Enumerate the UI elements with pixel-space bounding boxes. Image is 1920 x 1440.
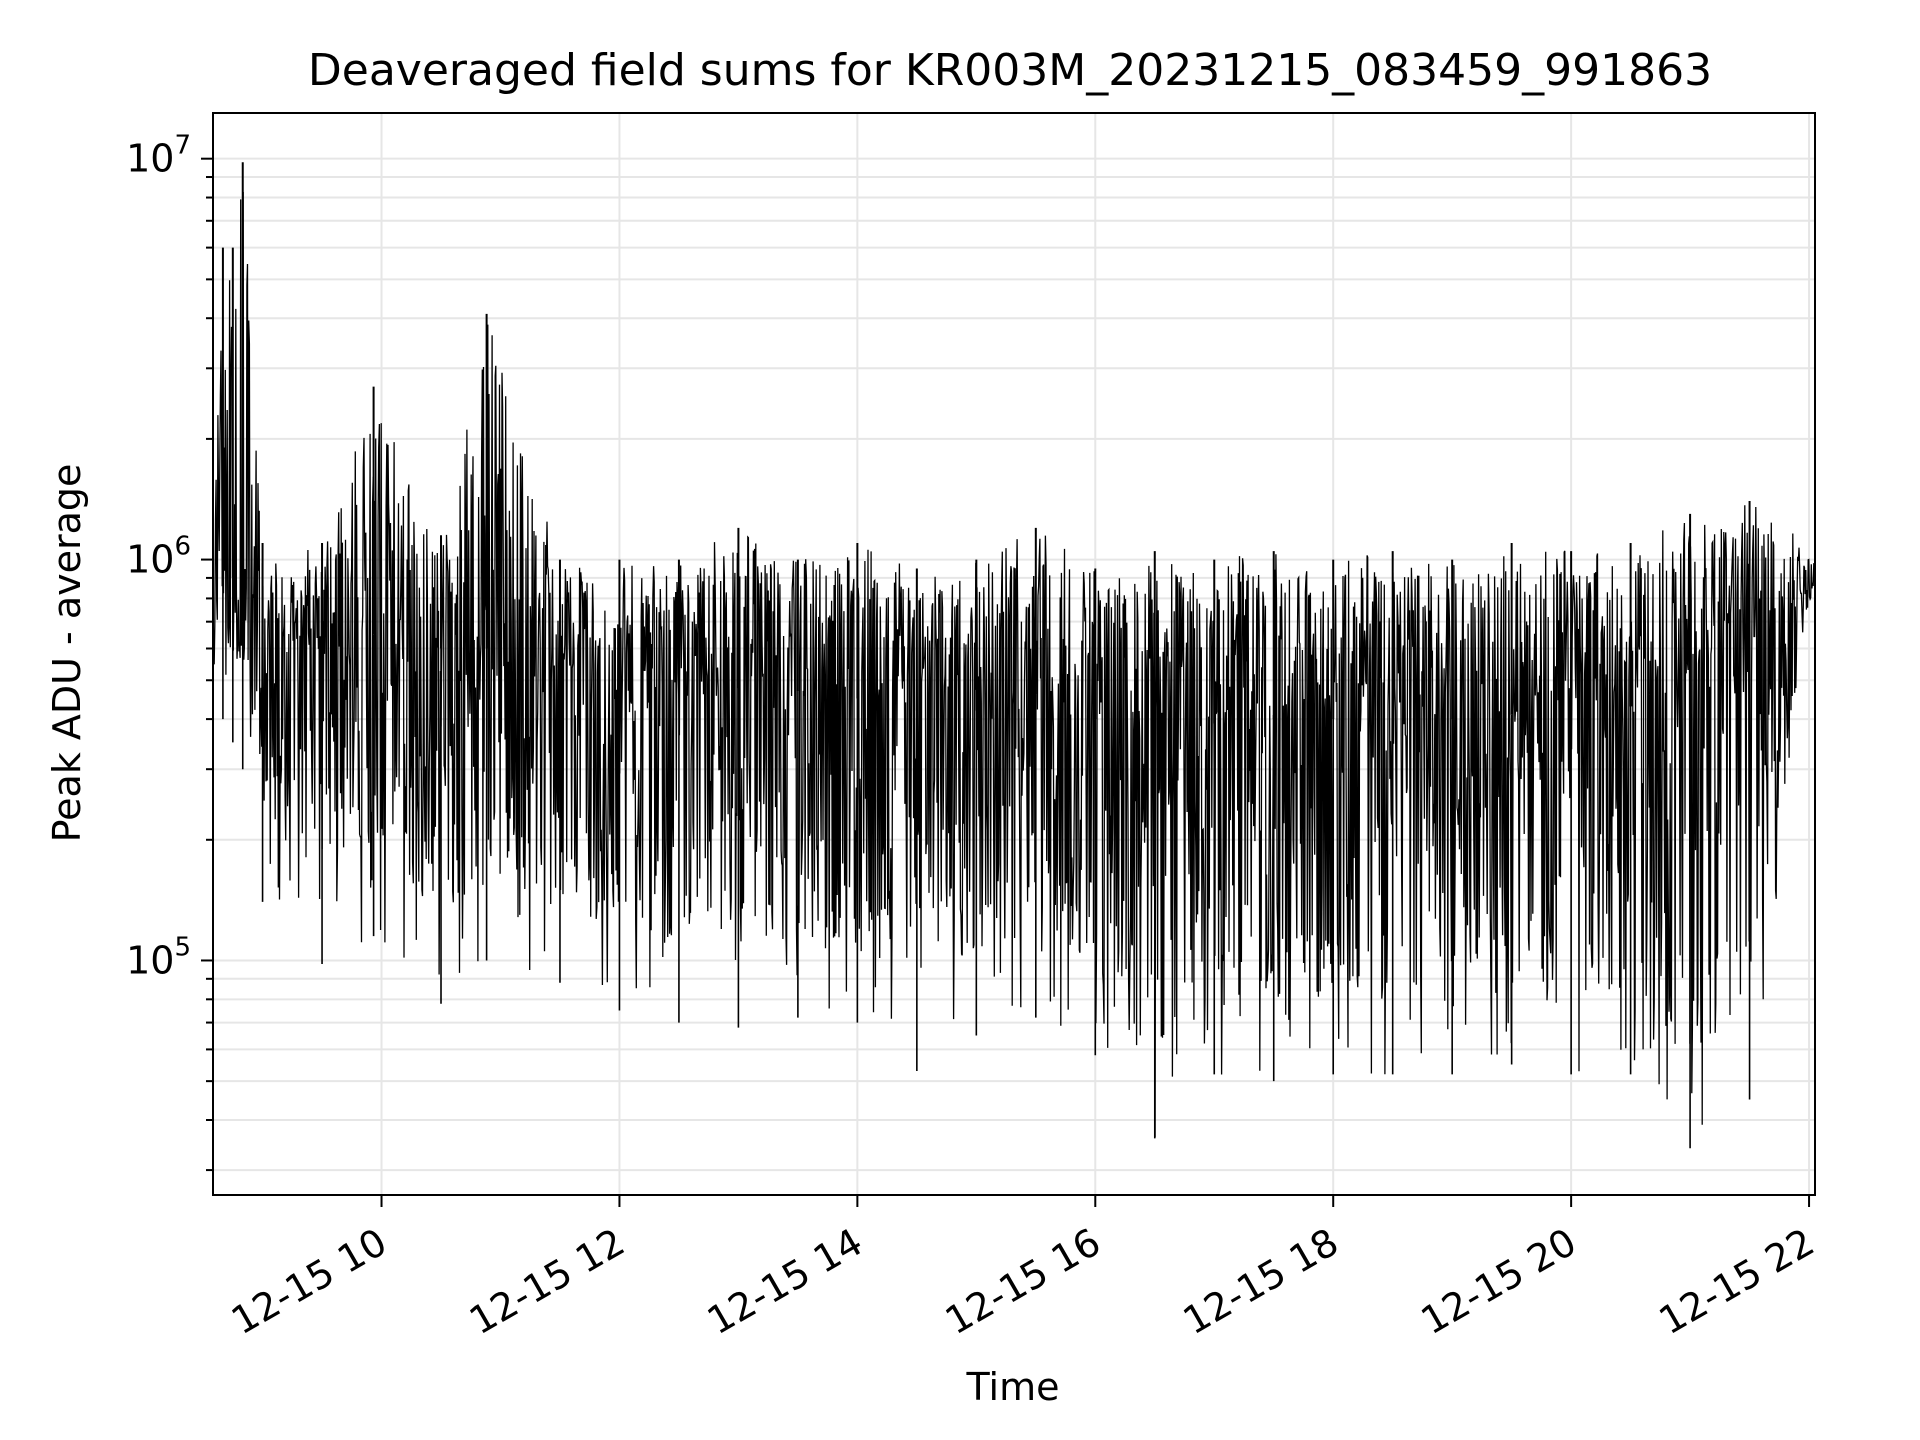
y-tick-label: 106 <box>126 532 191 582</box>
data-line <box>212 191 1816 1138</box>
y-axis-label: Peak ADU - average <box>45 464 89 843</box>
y-tick-label: 107 <box>126 131 191 181</box>
y-tick-label: 105 <box>126 932 191 982</box>
plot-frame <box>212 112 1816 1196</box>
x-axis-label: Time <box>966 1365 1060 1409</box>
chart-title: Deaveraged field sums for KR003M_2023121… <box>308 45 1712 96</box>
